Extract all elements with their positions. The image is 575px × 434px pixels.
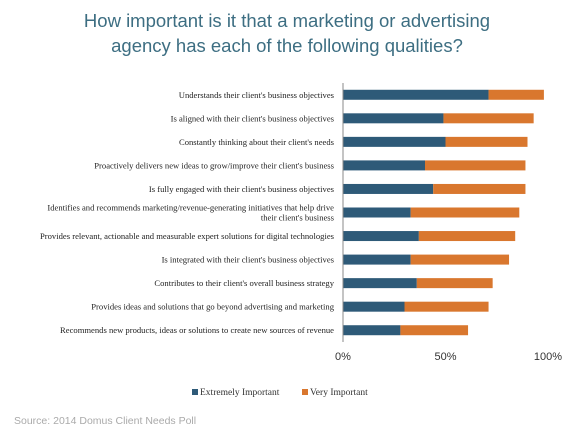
x-tick-label: 0% <box>335 351 351 363</box>
bar-segment-extremely-important <box>343 207 411 218</box>
bar-segment-very-important <box>443 113 534 124</box>
x-axis: 0% 50% 100% <box>335 83 562 363</box>
category-label: Constantly thinking about their client's… <box>179 137 335 147</box>
category-label: Is fully engaged with their client's bus… <box>149 184 335 194</box>
bar-segment-very-important <box>425 160 526 171</box>
category-label: Proactively delivers new ideas to grow/i… <box>94 160 334 170</box>
bar-segment-extremely-important <box>343 113 444 124</box>
bar-segment-very-important <box>418 231 516 242</box>
bar-segment-extremely-important <box>343 160 425 171</box>
bar-segment-extremely-important <box>343 301 405 312</box>
x-tick-label: 50% <box>434 351 456 363</box>
bar-segment-very-important <box>404 301 489 312</box>
category-label: Is aligned with their client's business … <box>171 113 335 123</box>
bar-segment-extremely-important <box>343 231 419 242</box>
bar-segment-extremely-important <box>343 254 411 265</box>
chart-title-line: agency has each of the following qualiti… <box>111 35 463 56</box>
bar-segment-very-important <box>410 254 510 265</box>
bar-segment-very-important <box>445 136 528 147</box>
bar-segment-extremely-important <box>343 89 489 100</box>
bar-segment-extremely-important <box>343 136 446 147</box>
bar-segment-very-important <box>416 278 493 289</box>
legend-swatch <box>192 389 198 395</box>
bar-segment-extremely-important <box>343 278 417 289</box>
category-label: Recommends new products, ideas or soluti… <box>60 325 334 335</box>
category-label: Provides relevant, actionable and measur… <box>40 231 335 241</box>
bar-segment-extremely-important <box>343 325 401 336</box>
bar-segment-very-important <box>400 325 469 336</box>
chart-title-line: How important is it that a marketing or … <box>84 10 490 31</box>
bar-segment-very-important <box>488 89 544 100</box>
bars <box>343 89 544 336</box>
x-tick-label: 100% <box>534 351 562 363</box>
bar-segment-very-important <box>410 207 520 218</box>
chart-title: How important is it that a marketing or … <box>84 10 490 56</box>
category-label: Understands their client's business obje… <box>179 90 335 100</box>
category-label: Contributes to their client's overall bu… <box>154 278 334 288</box>
category-labels: Understands their client's business obje… <box>40 90 335 335</box>
bar-segment-very-important <box>433 183 526 194</box>
legend-label: Very Important <box>310 388 368 398</box>
legend-label: Extremely Important <box>200 388 280 398</box>
bar-segment-extremely-important <box>343 183 434 194</box>
category-label: Is integrated with their client's busine… <box>162 255 335 265</box>
category-label: Provides ideas and solutions that go bey… <box>91 302 334 312</box>
legend-swatch <box>302 389 308 395</box>
legend: Extremely Important Very Important <box>192 388 368 398</box>
category-label: Identifies and recommends marketing/reve… <box>47 203 334 213</box>
category-label: their client's business <box>261 213 335 223</box>
source-note: Source: 2014 Domus Client Needs Poll <box>14 415 196 427</box>
